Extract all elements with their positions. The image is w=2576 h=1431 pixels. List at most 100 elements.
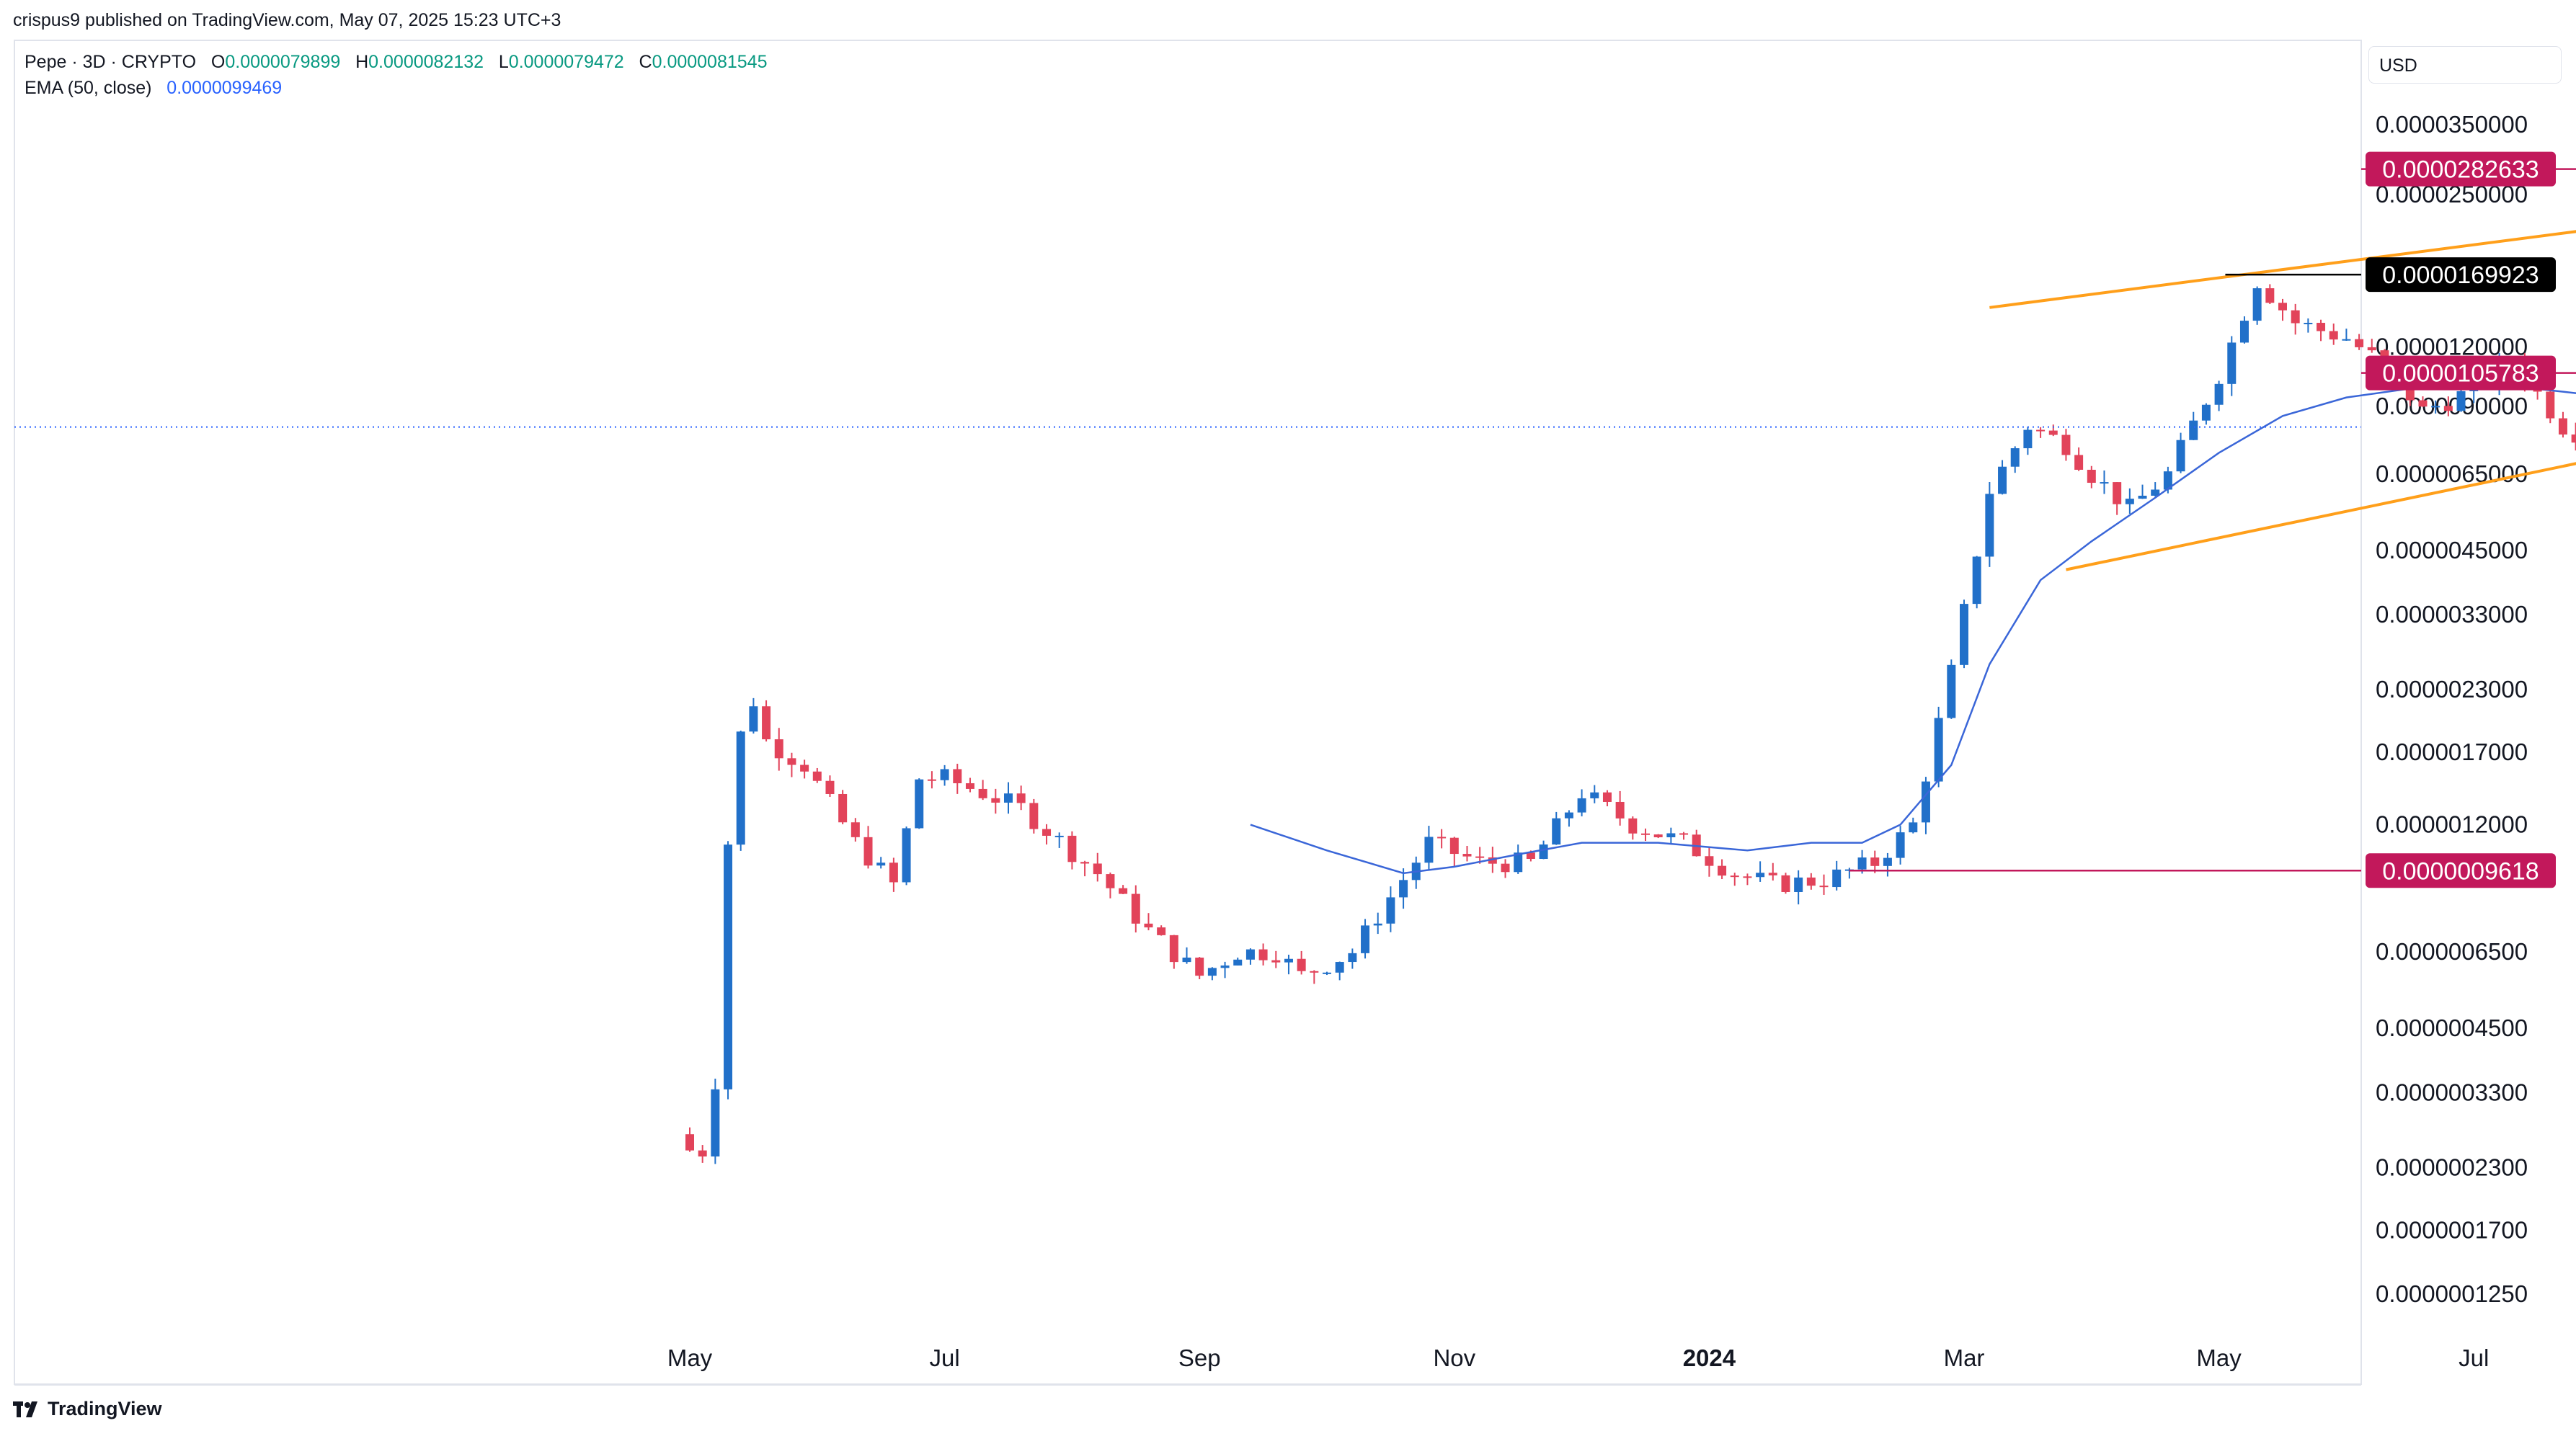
low-label: L [498, 52, 509, 72]
candle-body [1361, 925, 1370, 953]
candle-body [2048, 430, 2058, 435]
candle-body [1768, 873, 1777, 875]
candle-body [2278, 303, 2287, 311]
candle-body [1169, 935, 1178, 963]
candle-body [1998, 466, 2007, 494]
candle-body [889, 862, 898, 883]
candle-body [2010, 448, 2020, 467]
candle-body [2074, 455, 2084, 470]
candle-body [774, 739, 783, 759]
candle-body [2456, 391, 2466, 411]
candle-body [2113, 482, 2122, 504]
candle-body [1985, 494, 1994, 557]
candle-body [2100, 482, 2109, 484]
currency-button[interactable]: USD [2368, 46, 2562, 84]
candle-body [927, 779, 936, 781]
ema-value: 0.0000099469 [166, 78, 283, 98]
symbol-label[interactable]: Pepe · 3D · CRYPTO [25, 52, 197, 72]
price-tag-box [2366, 355, 2556, 391]
candle-body [1730, 875, 1739, 878]
candle-body [1258, 949, 1268, 960]
y-tick-label: 0.0000001700 [2376, 1216, 2528, 1243]
x-tick-label: Jul [2459, 1345, 2489, 1371]
x-tick-label: Jul [930, 1345, 960, 1371]
candle-body [1067, 835, 1077, 862]
price-tag-box [2366, 151, 2556, 187]
candle-body [1832, 869, 1842, 888]
chart-legend: Pepe · 3D · CRYPTO O0.0000079899 H0.0000… [25, 49, 767, 101]
y-tick-label: 0.0000065000 [2376, 460, 2528, 487]
candle-body [1348, 953, 1357, 963]
candle-body [838, 793, 848, 823]
candle-body [1666, 833, 1676, 837]
y-tick-label: 0.0000120000 [2376, 333, 2528, 360]
candle-body [1271, 960, 1281, 963]
candle-body [1921, 781, 1930, 823]
candle-body [825, 780, 835, 794]
candle-body [1462, 854, 1472, 857]
candle-body [1335, 962, 1344, 973]
candle-body [1794, 877, 1803, 892]
candle-body [1615, 801, 1625, 819]
candle-body [1182, 958, 1191, 963]
tradingview-logo-icon [13, 1401, 37, 1417]
plot-area [14, 40, 2362, 1385]
candle-body [1514, 852, 1523, 873]
candle-body [1424, 837, 1434, 863]
high-value: 0.0000082132 [368, 52, 484, 72]
candle-body [1653, 834, 1663, 837]
candle-body [1819, 886, 1829, 888]
high-label: H [355, 52, 369, 72]
candle-body [2201, 404, 2211, 421]
candle-body [787, 758, 796, 765]
candle-body [2558, 418, 2567, 435]
ema-label[interactable]: EMA (50, close) [25, 78, 152, 98]
candle-body [812, 771, 822, 781]
candle-body [1590, 792, 1599, 798]
candle-body [1896, 832, 1905, 858]
candle-body [1042, 829, 1052, 836]
candle-body [762, 706, 771, 740]
candle-body [1806, 877, 1816, 886]
candle-body [1934, 718, 1943, 782]
candle-body [1602, 792, 1612, 802]
ema-row: EMA (50, close) 0.0000099469 [25, 75, 767, 101]
tradingview-logo[interactable]: TradingView [13, 1398, 162, 1420]
tradingview-logo-text: TradingView [48, 1398, 162, 1419]
candle-body [1029, 803, 1039, 829]
candle-body [1245, 949, 1255, 960]
y-tick-label: 0.0000045000 [2376, 537, 2528, 563]
x-tick-label: Sep [1178, 1345, 1221, 1371]
candle-body [1386, 897, 1395, 924]
candle-body [2418, 400, 2428, 407]
candle-body [1947, 664, 1956, 718]
candle-body [2367, 347, 2376, 351]
open-value: 0.0000079899 [225, 52, 341, 72]
y-tick-label: 0.0000350000 [2376, 111, 2528, 138]
candle-body [2125, 499, 2134, 504]
candle-body [1220, 965, 1230, 968]
candle-body [1857, 857, 1867, 870]
candle-body [800, 764, 809, 772]
candle-body [2151, 489, 2160, 496]
candle-body [1297, 958, 1306, 971]
candle-body [2214, 383, 2224, 405]
candle-body [2163, 471, 2172, 490]
y-tick-label: 0.0000006500 [2376, 938, 2528, 965]
candle-body [1119, 888, 1128, 894]
candle-body [1399, 880, 1408, 898]
candle-body [1080, 862, 1090, 864]
y-tick-label: 0.0000004500 [2376, 1015, 2528, 1041]
candle-body [685, 1134, 694, 1151]
candle-body [1323, 972, 1331, 974]
candle-body [2036, 429, 2046, 432]
candle-body [1577, 798, 1586, 813]
candle-body [2304, 323, 2313, 325]
candle-body [1909, 822, 1918, 833]
price-tag-label: 0.0000009618 [2382, 857, 2539, 885]
x-tick-label: Mar [1944, 1345, 1985, 1371]
close-value: 0.0000081545 [652, 52, 768, 72]
candle-body [1054, 835, 1064, 837]
candle-body [1501, 863, 1510, 873]
